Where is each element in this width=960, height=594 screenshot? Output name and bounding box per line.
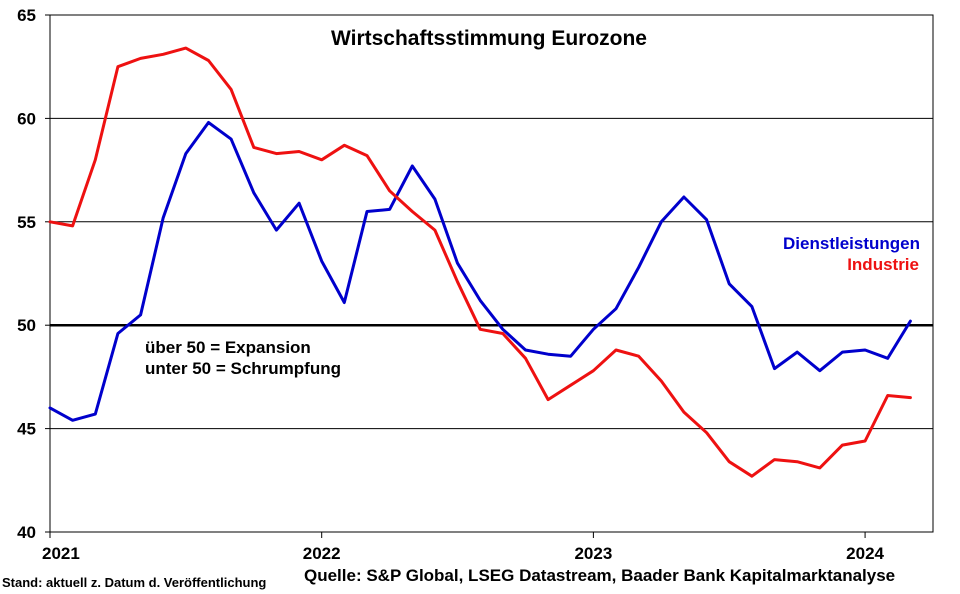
y-tick-label-55: 55 bbox=[17, 213, 36, 232]
footer-stand: Stand: aktuell z. Datum d. Veröffentlich… bbox=[2, 575, 267, 590]
x-tick-label-2023: 2023 bbox=[574, 544, 612, 563]
annotation-schrumpfung: unter 50 = Schrumpfung bbox=[145, 359, 341, 378]
series-line-industrie bbox=[48, 46, 912, 478]
grid-lines bbox=[50, 117, 933, 430]
y-tick-label-60: 60 bbox=[17, 109, 36, 128]
series-lines bbox=[48, 46, 912, 478]
y-tick-label-65: 65 bbox=[17, 6, 36, 25]
annotation-expansion: über 50 = Expansion bbox=[145, 338, 311, 357]
x-tick-label-2024: 2024 bbox=[846, 544, 884, 563]
chart-title: Wirtschaftsstimmung Eurozone bbox=[331, 27, 647, 50]
plot-area-frame bbox=[49, 14, 934, 533]
x-tick-label-2021: 2021 bbox=[42, 544, 80, 563]
y-tick-label-45: 45 bbox=[17, 420, 36, 439]
series-line-dienstleistungen bbox=[48, 121, 912, 422]
y-axis-ticks: 40 45 50 55 60 65 bbox=[17, 6, 50, 542]
legend-dienstleistungen: Dienstleistungen bbox=[783, 234, 920, 253]
x-tick-label-2022: 2022 bbox=[303, 544, 341, 563]
x-axis-ticks: 2021 2022 2023 2024 bbox=[42, 532, 885, 563]
footer-quelle: Quelle: S&P Global, LSEG Datastream, Baa… bbox=[304, 566, 896, 585]
legend-industrie: Industrie bbox=[847, 255, 919, 274]
y-tick-label-40: 40 bbox=[17, 523, 36, 542]
y-tick-label-50: 50 bbox=[17, 316, 36, 335]
